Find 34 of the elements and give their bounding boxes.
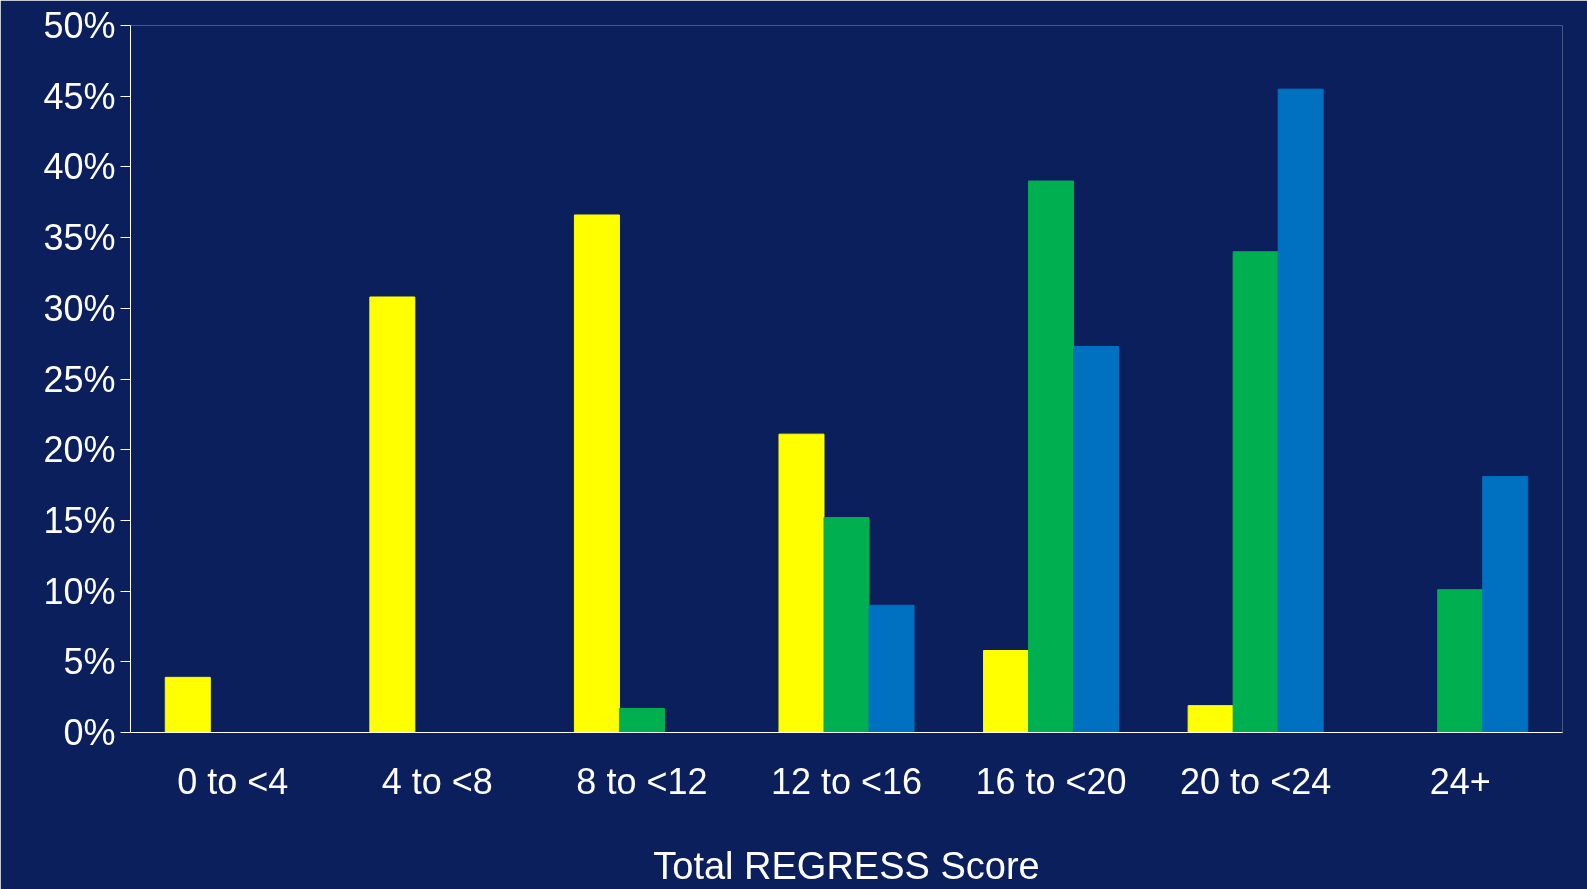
bar (778, 433, 825, 733)
y-tick-label: 50% (43, 5, 116, 46)
bar (1187, 705, 1234, 733)
y-tick-label: 45% (43, 75, 116, 117)
bar (868, 604, 915, 733)
bar (1482, 476, 1529, 733)
bar (164, 676, 211, 733)
x-tick-label: 12 to <16 (770, 760, 923, 802)
y-tick-label: 35% (43, 217, 116, 259)
y-tick-label: 30% (43, 287, 116, 329)
x-tick-label: 16 to <20 (975, 760, 1127, 802)
y-tick-label: 25% (43, 358, 116, 400)
bar (1232, 251, 1279, 733)
y-tick-label: 0% (63, 712, 116, 753)
bar (983, 649, 1030, 733)
bar (1028, 180, 1075, 733)
y-tick-label: 10% (43, 570, 116, 612)
y-tick-label: 5% (63, 641, 116, 683)
x-tick-label: 24+ (1429, 760, 1491, 802)
y-tick-label: 40% (43, 146, 116, 188)
bar (369, 296, 416, 733)
y-tick-label: 20% (43, 429, 116, 471)
x-tick-label: 0 to <4 (177, 760, 289, 802)
bar (618, 707, 665, 733)
x-tick-label: 20 to <24 (1180, 760, 1332, 802)
bar (1437, 589, 1484, 733)
bar (573, 214, 620, 733)
x-tick-label: 8 to <12 (576, 760, 708, 802)
bar (1277, 88, 1324, 733)
y-tick-label: 15% (43, 499, 116, 541)
x-axis-title: Total REGRESS Score (653, 844, 1040, 887)
bar (823, 517, 870, 733)
bar (1073, 345, 1120, 733)
x-tick-label: 4 to <8 (381, 760, 493, 802)
